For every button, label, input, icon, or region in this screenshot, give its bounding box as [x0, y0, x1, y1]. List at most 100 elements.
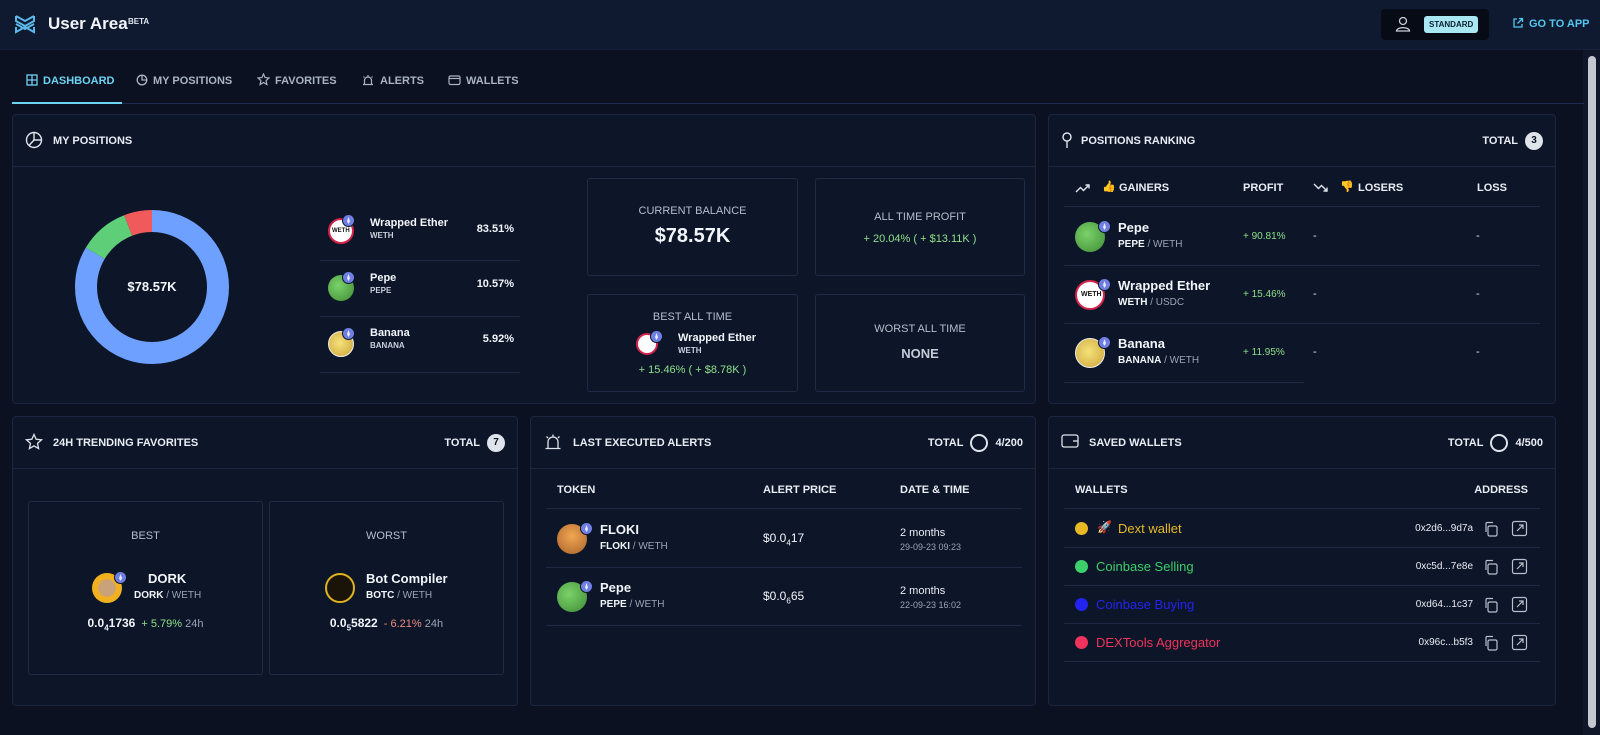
last-alerts-panel: LAST EXECUTED ALERTS TOTAL 4/200 TOKEN AL… — [530, 416, 1036, 706]
thumbs-down-icon: 👎 — [1340, 181, 1354, 193]
token-price-row: 0.055822 - 6.21% 24h — [270, 616, 503, 632]
best-trending-card[interactable]: BEST DORK DORK / WETH 0.041736 + 5.79% 2… — [28, 501, 263, 675]
go-to-app-link[interactable]: GO TO APP — [1512, 17, 1590, 30]
tab-label: ALERTS — [380, 75, 424, 87]
ranking-row[interactable]: WETH Wrapped Ether WETH / USDC + 15.46% … — [1064, 266, 1540, 324]
thumbs-up-icon: 👍 — [1102, 181, 1116, 193]
token-pair: BOTC / WETH — [366, 590, 432, 601]
loser-loss: - — [1476, 288, 1480, 300]
wallet-name[interactable]: Coinbase Selling — [1096, 559, 1194, 574]
change-period: 24h — [185, 618, 204, 630]
total-label: TOTAL — [1447, 437, 1484, 449]
donut-slice-banana[interactable] — [75, 210, 229, 364]
divider — [320, 316, 520, 317]
ranking-row[interactable]: Banana BANANA / WETH + 11.95% - - — [1064, 324, 1540, 382]
change-period: 24h — [424, 618, 444, 630]
panel-header: SAVED WALLETS TOTAL 4/500 — [1049, 417, 1555, 469]
eth-chain-icon — [1098, 336, 1111, 349]
wallet-color-dot — [1075, 522, 1088, 535]
price-prefix: 0.0 — [329, 616, 347, 630]
trending-total: TOTAL 7 — [444, 434, 505, 452]
dextools-logo-icon[interactable] — [13, 12, 37, 36]
eth-chain-icon — [580, 522, 593, 535]
eth-chain-icon — [342, 271, 355, 284]
eth-chain-icon — [1098, 220, 1111, 233]
alert-time-ago: 2 months — [900, 527, 946, 539]
eth-chain-icon — [580, 580, 593, 593]
copy-icon[interactable] — [1483, 559, 1499, 575]
price-suffix: 65 — [790, 589, 805, 603]
pair-quote: / WETH — [1147, 239, 1183, 250]
wallet-name[interactable]: Dext wallet — [1118, 521, 1182, 536]
copy-icon[interactable] — [1483, 597, 1499, 613]
col-loss: LOSS — [1477, 182, 1507, 194]
legend-token-name: Wrapped Ether — [370, 217, 449, 229]
eth-chain-icon — [650, 330, 663, 343]
wallet-row[interactable]: DEXTools Aggregator 0x96c...b5f3 — [1064, 624, 1540, 662]
col-losers: LOSERS — [1358, 182, 1404, 194]
external-link-icon — [1513, 17, 1524, 28]
external-link-icon[interactable] — [1511, 634, 1528, 651]
col-address: ADDRESS — [1474, 484, 1528, 496]
external-link-icon[interactable] — [1511, 596, 1528, 613]
wallet-address: 0xd64...1c37 — [1415, 599, 1473, 610]
external-link-icon[interactable] — [1511, 558, 1528, 575]
alert-row[interactable]: Pepe PEPE / WETH $0.0665 2 months 22-09-… — [546, 568, 1022, 626]
total-count: 4/500 — [1515, 437, 1543, 449]
tab-alerts[interactable]: ALERTS — [361, 61, 424, 104]
tab-my-positions[interactable]: MY POSITIONS — [136, 61, 232, 104]
legend-item[interactable]: WETH Wrapped Ether WETH 83.51% — [320, 205, 520, 260]
wallet-name[interactable]: Coinbase Buying — [1096, 597, 1195, 612]
best-token-symbol: WETH — [678, 346, 702, 355]
best-token-name: Wrapped Ether — [678, 332, 757, 344]
price-prefix: 0.0 — [87, 616, 105, 630]
total-label: TOTAL — [927, 437, 964, 449]
total-label: TOTAL — [444, 437, 480, 449]
panel-header: LAST EXECUTED ALERTS TOTAL 4/200 — [531, 417, 1035, 469]
loser-loss: - — [1476, 230, 1480, 242]
token-name: Bot Compiler — [366, 571, 448, 586]
pair-quote: / USDC — [1150, 297, 1185, 308]
alert-token-pair: FLOKI / WETH — [600, 541, 668, 552]
scrollbar-thumb[interactable] — [1588, 56, 1596, 728]
tab-bar: DASHBOARD MY POSITIONS FAVORITES ALERTS … — [12, 61, 1584, 104]
panel-header: 24H TRENDING FAVORITES TOTAL 7 — [13, 417, 517, 469]
tab-favorites[interactable]: FAVORITES — [256, 61, 337, 104]
copy-icon[interactable] — [1483, 521, 1499, 537]
my-positions-panel: MY POSITIONS $78.57K WETH Wrapped Ether … — [12, 114, 1036, 404]
worst-all-time-value: NONE — [901, 346, 939, 361]
price-suffix: 1736 — [108, 616, 136, 630]
token-pair: DORK / WETH — [134, 590, 201, 601]
price-suffix: 17 — [790, 531, 805, 545]
price-suffix: 5822 — [351, 616, 378, 630]
tab-dashboard[interactable]: DASHBOARD — [12, 61, 122, 104]
legend-token-symbol: WETH — [370, 231, 394, 240]
ranking-total: TOTAL 3 — [1482, 132, 1543, 150]
worst-trending-card[interactable]: WORST Bot Compiler BOTC / WETH 0.055822 … — [269, 501, 504, 675]
pair-base: BOTC — [366, 590, 395, 601]
progress-ring-icon — [970, 434, 989, 452]
pair-base: PEPE — [600, 599, 627, 610]
wallet-row[interactable]: Coinbase Buying 0xd64...1c37 — [1064, 586, 1540, 624]
wallet-row[interactable]: Coinbase Selling 0xc5d...7e8e — [1064, 548, 1540, 586]
best-all-time-value: + 15.46% ( + $8.78K ) — [638, 364, 747, 376]
panel-title: 24H TRENDING FAVORITES — [53, 437, 199, 449]
wallet-name[interactable]: DEXTools Aggregator — [1096, 635, 1221, 650]
wallet-color-dot — [1075, 560, 1088, 573]
alert-row[interactable]: FLOKI FLOKI / WETH $0.0417 2 months 29-0… — [546, 510, 1022, 568]
alert-date: 29-09-23 09:23 — [900, 542, 962, 552]
eth-chain-icon — [114, 571, 127, 584]
external-link-icon[interactable] — [1511, 520, 1528, 537]
wallet-row[interactable]: 🚀 Dext wallet 0x2d6...9d7a — [1064, 510, 1540, 548]
loser-name: - — [1313, 346, 1317, 358]
user-menu[interactable]: STANDARD — [1381, 9, 1489, 40]
copy-icon[interactable] — [1483, 635, 1499, 651]
legend-item[interactable]: Pepe PEPE 10.57% — [320, 261, 520, 316]
ranking-row[interactable]: Pepe PEPE / WETH + 90.81% - - — [1064, 208, 1540, 266]
tab-wallets[interactable]: WALLETS — [448, 61, 519, 104]
legend-item[interactable]: Banana BANANA 5.92% — [320, 317, 520, 372]
alert-date: 22-09-23 16:02 — [900, 600, 962, 610]
alarm-icon — [545, 434, 561, 450]
alarm-icon — [363, 75, 373, 86]
alert-price: $0.0417 — [763, 531, 804, 547]
